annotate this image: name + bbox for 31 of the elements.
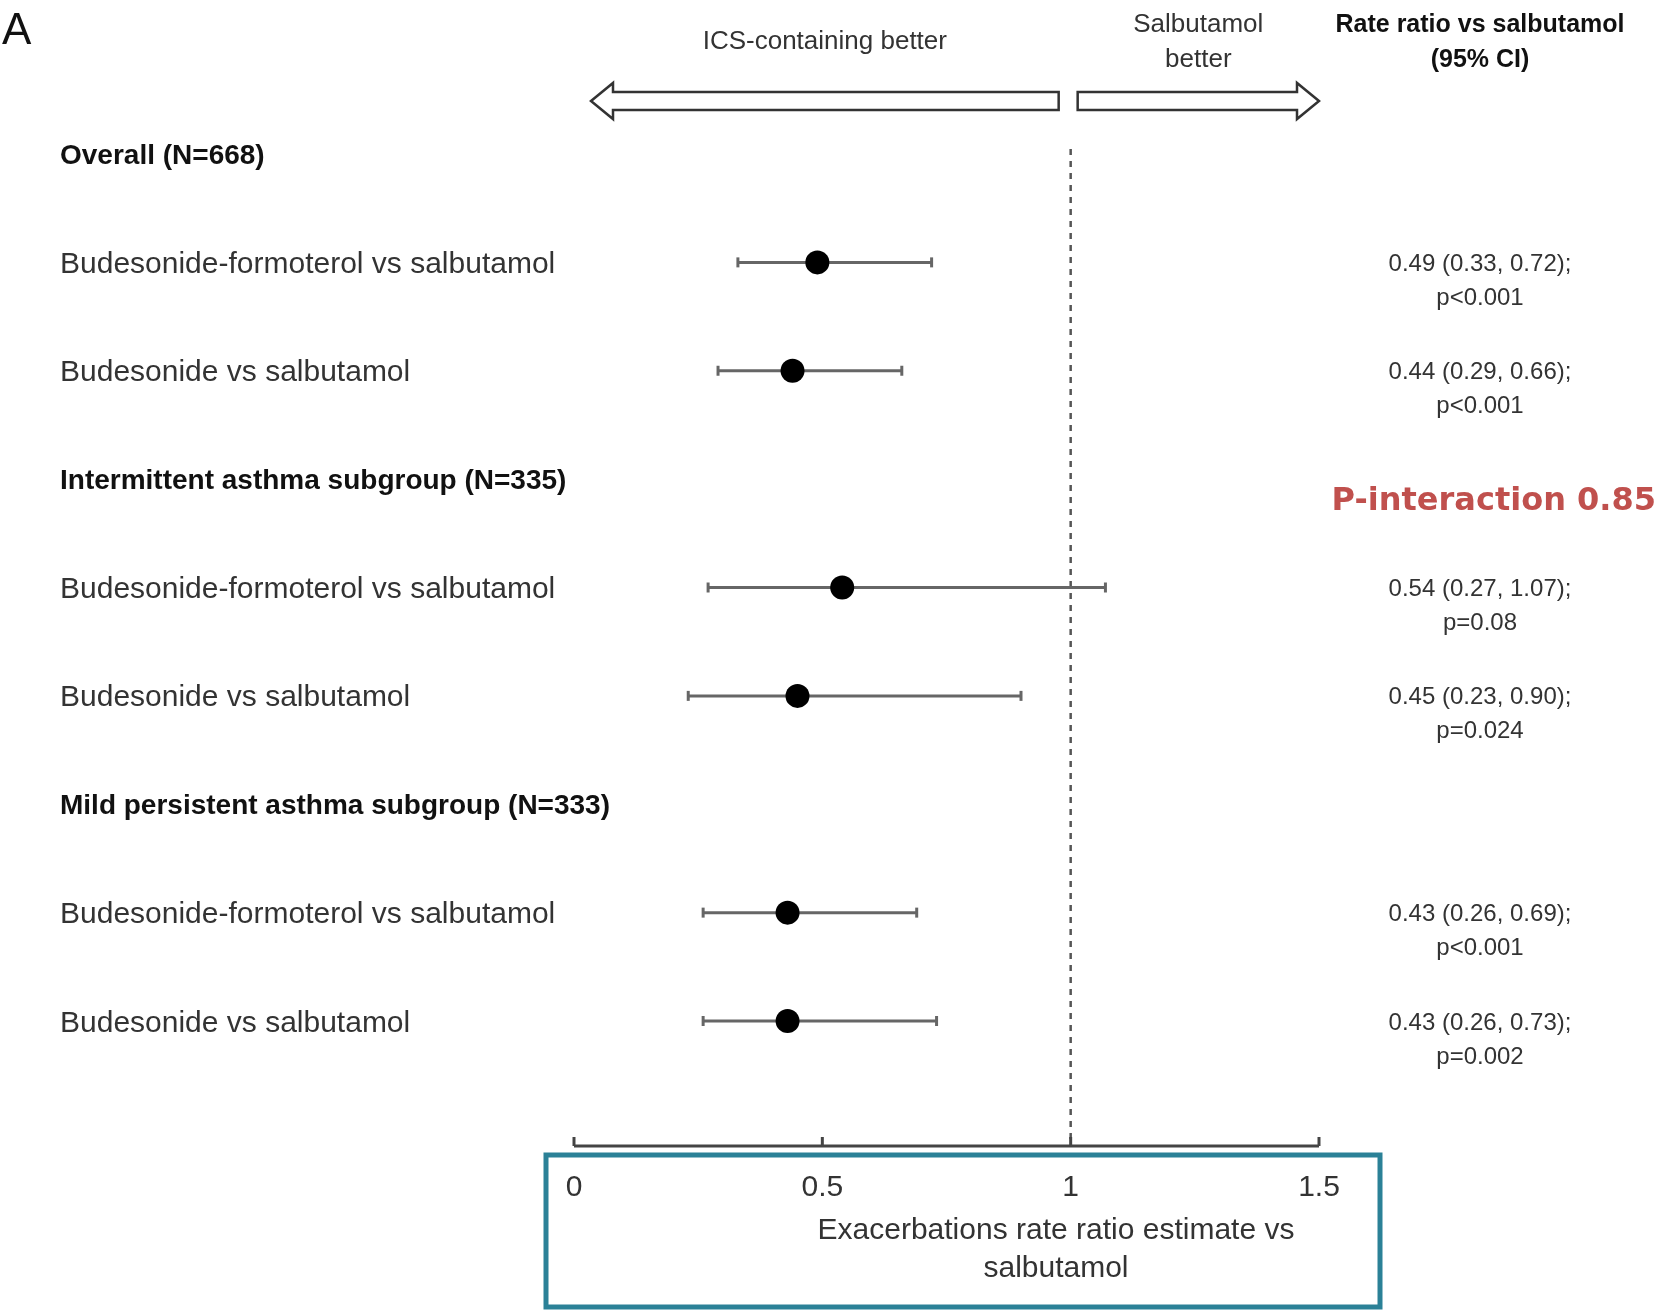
y-tick-label: Budesonide-formoterol vs salbutamol <box>60 245 556 279</box>
data-label: 0.44 (0.29, 0.66); p<0.001 <box>1388 357 1572 419</box>
text: ICS-containing better <box>702 25 948 55</box>
x-axis-title: Exacerbations rate ratio estimate vs salbutamol <box>817 1211 1295 1283</box>
text: Salbutamol better <box>1133 8 1264 73</box>
data-label: 0.49 (0.33, 0.72); p<0.001 <box>1388 248 1572 310</box>
y-tick-label: Mild persistent asthma subgroup (N=333) <box>60 788 610 820</box>
point <box>805 250 830 275</box>
y-tick-label: Overall (N=668) <box>60 138 265 170</box>
y-tick-label: Budesonide-formoterol vs salbutamol <box>60 571 556 604</box>
data-label: 0.54 (0.27, 1.07); p=0.08 <box>1388 574 1572 635</box>
y-tick-label: Budesonide vs salbutamol <box>60 354 411 388</box>
y-tick-label: Budesonide vs salbutamol <box>60 679 411 713</box>
y-tick-label: Intermittent asthma subgroup (N=335) <box>60 463 567 495</box>
point <box>830 575 855 600</box>
data-label: 0.45 (0.23, 0.90); p=0.024 <box>1388 682 1572 744</box>
y-tick-label: Budesonide-formoterol vs salbutamol <box>60 896 556 930</box>
x-tick-label: 1.5 <box>1298 1168 1340 1202</box>
data-label: 0.43 (0.26, 0.69); p<0.001 <box>1388 899 1572 961</box>
text: A <box>2 3 32 53</box>
y-tick-label: Budesonide vs salbutamol <box>60 1004 411 1038</box>
point <box>780 358 805 383</box>
point <box>775 900 800 925</box>
point <box>785 683 810 708</box>
text: Rate ratio vs salbutamol (95% CI) <box>1335 9 1625 72</box>
x-tick-label: 0 <box>565 1168 583 1202</box>
text: P-interaction 0.85 <box>1331 480 1656 519</box>
point <box>775 1009 800 1033</box>
data-label: 0.43 (0.26, 0.73); p=0.002 <box>1388 1007 1572 1069</box>
x-tick-label: 1 <box>1062 1168 1080 1202</box>
x-tick-label: 0.5 <box>801 1168 844 1202</box>
